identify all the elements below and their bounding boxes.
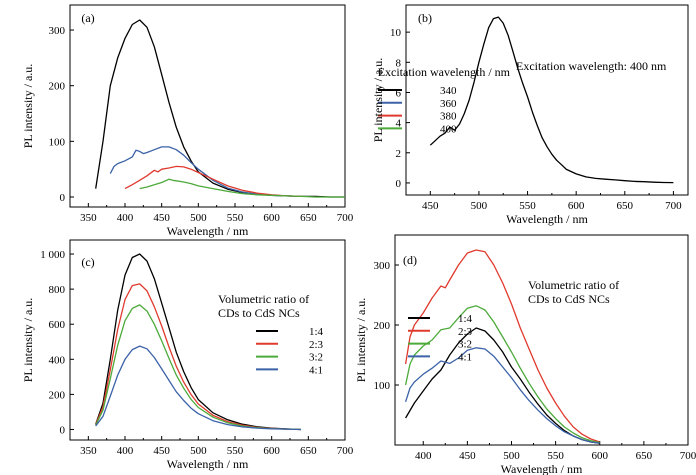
y-tick-label: 300 bbox=[374, 260, 391, 272]
panel-label: (d) bbox=[403, 253, 417, 267]
x-axis-label: Wavelength / nm bbox=[501, 462, 583, 475]
y-tick-label: 8 bbox=[396, 57, 402, 69]
y-tick-label: 200 bbox=[49, 81, 66, 93]
x-tick-label: 450 bbox=[153, 212, 170, 224]
panel-label: (c) bbox=[81, 255, 94, 269]
series-line bbox=[124, 165, 302, 198]
y-tick-label: 100 bbox=[374, 380, 391, 392]
chart-panel: 400 450 500 550 600 650 700 100 200 300 Wavelength… bbox=[354, 234, 696, 475]
x-tick-label: 500 bbox=[503, 450, 520, 462]
annotation-text: CDs to CdS NCs bbox=[528, 292, 610, 306]
x-tick-label: 550 bbox=[227, 445, 244, 457]
x-tick-label: 400 bbox=[415, 450, 432, 462]
x-tick-label: 650 bbox=[300, 212, 317, 224]
series-line bbox=[95, 19, 345, 198]
legend-entry: 3:2 bbox=[309, 352, 323, 364]
y-axis-label: PL intensity / a.u. bbox=[21, 298, 35, 383]
legend-entry: 2:3 bbox=[309, 339, 324, 351]
y-tick-label: 2 bbox=[396, 148, 402, 160]
legend-entry: 340 bbox=[440, 85, 457, 97]
x-axis-label: Wavelength / nm bbox=[167, 457, 249, 471]
x-tick-label: 700 bbox=[665, 200, 682, 212]
series-line bbox=[429, 16, 674, 184]
x-tick-label: 500 bbox=[190, 212, 207, 224]
x-tick-label: 500 bbox=[471, 200, 488, 212]
y-axis-label: PL intensity / a.u. bbox=[371, 58, 385, 143]
y-tick-label: 200 bbox=[49, 389, 66, 401]
series-line bbox=[95, 304, 302, 431]
legend-entry: 4:1 bbox=[309, 364, 323, 376]
y-tick-label: 800 bbox=[49, 284, 66, 296]
y-tick-label: 6 bbox=[396, 87, 402, 99]
legend-entry: 4:1 bbox=[458, 351, 472, 363]
plot-frame bbox=[405, 4, 689, 196]
x-tick-label: 700 bbox=[337, 212, 354, 224]
x-tick-label: 450 bbox=[459, 450, 476, 462]
legend-entry: 380 bbox=[440, 111, 457, 123]
series-line bbox=[404, 347, 600, 444]
x-tick-label: 650 bbox=[300, 445, 317, 457]
series-line bbox=[404, 249, 600, 443]
series-line bbox=[95, 253, 302, 431]
x-tick-label: 600 bbox=[591, 450, 608, 462]
y-axis-label: PL intensity / a.u. bbox=[354, 298, 368, 383]
y-tick-label: 0 bbox=[60, 424, 66, 436]
chart-panel: 350 400 450 500 550 600 650 7000100200300Wavele… bbox=[21, 4, 511, 238]
x-axis-label: Wavelength / nm bbox=[506, 212, 588, 226]
y-tick-label: 0 bbox=[396, 178, 402, 190]
x-tick-label: 350 bbox=[80, 212, 97, 224]
y-tick-label: 600 bbox=[49, 319, 66, 331]
legend-entry: 3:2 bbox=[458, 339, 472, 351]
x-tick-label: 550 bbox=[519, 200, 536, 212]
x-tick-label: 650 bbox=[617, 200, 634, 212]
y-tick-label: 10 bbox=[390, 27, 402, 39]
x-tick-label: 650 bbox=[636, 450, 653, 462]
x-tick-label: 600 bbox=[263, 445, 280, 457]
x-tick-label: 450 bbox=[422, 200, 439, 212]
annotation-text: Excitation wavelength: 400 nm bbox=[516, 59, 667, 73]
legend-entry: 360 bbox=[440, 98, 457, 110]
x-tick-label: 700 bbox=[680, 450, 696, 462]
y-tick-label: 1 000 bbox=[40, 249, 65, 261]
plot-frame bbox=[69, 239, 346, 441]
annotation-text: Volumetric ratio of bbox=[528, 278, 619, 292]
x-tick-label: 600 bbox=[263, 212, 280, 224]
annotation-text: CDs to CdS NCs bbox=[218, 306, 300, 320]
series-line bbox=[139, 178, 345, 198]
chart-panel: 350 400 450 500 550 600 650 700 0 200 400 600 800 1 0… bbox=[21, 239, 354, 471]
x-tick-label: 400 bbox=[117, 212, 134, 224]
y-tick-label: 4 bbox=[396, 118, 402, 130]
series-line bbox=[95, 345, 302, 431]
x-axis-label: Wavelength / nm bbox=[167, 224, 249, 238]
panel-label: (b) bbox=[418, 11, 432, 25]
y-axis-label: PL intensity / a.u. bbox=[21, 64, 35, 149]
series-line bbox=[405, 327, 600, 444]
chart-panel: 450 500 550 600 650 700 0 2 4 6 8 10 Wavelength / nm… bbox=[371, 4, 689, 226]
x-tick-label: 350 bbox=[80, 445, 97, 457]
legend-entry: 1:4 bbox=[458, 313, 473, 325]
y-tick-label: 100 bbox=[49, 136, 66, 148]
panel-label: (a) bbox=[81, 11, 94, 25]
legend-entry: 2:3 bbox=[458, 326, 473, 338]
annotation-text: Volumetric ratio of bbox=[218, 292, 309, 306]
x-tick-label: 550 bbox=[227, 212, 244, 224]
y-tick-label: 200 bbox=[374, 320, 391, 332]
x-tick-label: 600 bbox=[568, 200, 585, 212]
x-tick-label: 500 bbox=[190, 445, 207, 457]
y-tick-label: 400 bbox=[49, 354, 66, 366]
x-tick-label: 450 bbox=[153, 445, 170, 457]
x-tick-label: 550 bbox=[547, 450, 564, 462]
y-tick-label: 300 bbox=[49, 25, 66, 37]
legend-entry: 1:4 bbox=[309, 326, 324, 338]
x-tick-label: 400 bbox=[117, 445, 134, 457]
series-line bbox=[404, 305, 600, 444]
series-line bbox=[109, 146, 302, 198]
x-tick-label: 700 bbox=[337, 445, 354, 457]
y-tick-label: 0 bbox=[60, 192, 66, 204]
plot-frame bbox=[69, 4, 346, 208]
plot-frame bbox=[394, 234, 689, 446]
